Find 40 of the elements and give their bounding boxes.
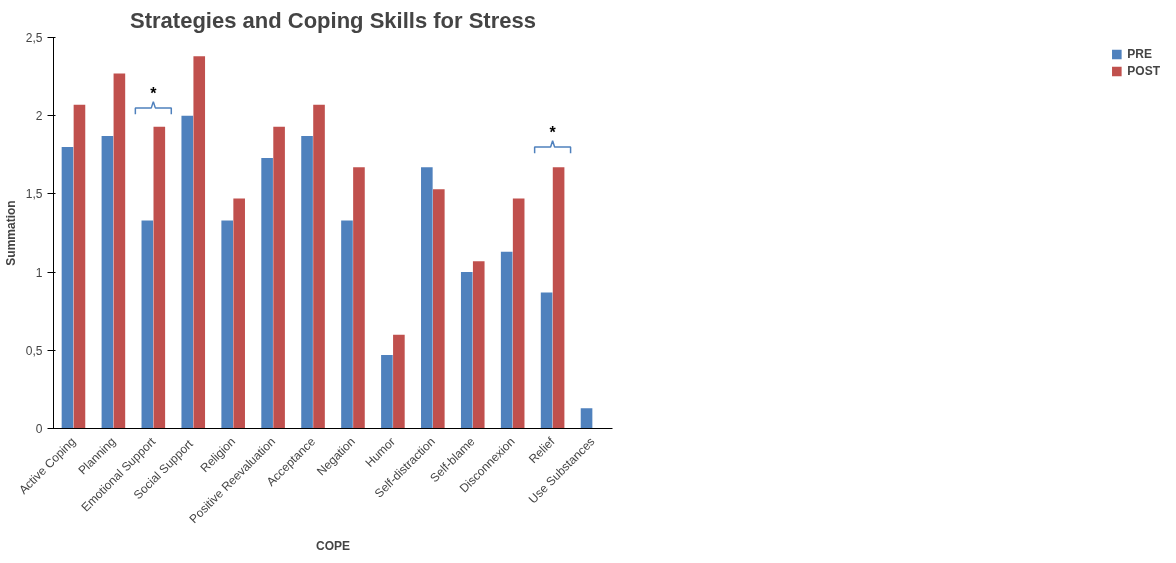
bar [313,104,325,429]
bar [433,189,445,429]
bar [421,167,433,429]
bar [500,251,513,429]
legend-label: PRE [1127,47,1153,61]
bar [141,220,154,429]
bar [393,334,405,429]
bar [353,167,365,429]
y-tick-label: 0 [35,422,43,436]
bar [181,115,194,429]
bar [273,126,285,429]
bar [73,104,86,429]
bar [580,408,593,429]
annotation: * [150,84,158,102]
bar [61,146,74,429]
y-tick-label: 2 [35,109,43,124]
bar [193,56,206,429]
bar [460,272,473,429]
y-tick-label: 1 [35,265,43,280]
annotation: * [549,123,557,141]
bar [552,167,565,429]
bar [472,261,485,429]
bar [221,220,233,429]
legend-label: POST [1127,64,1160,78]
chart-title: Strategies and Coping Skills for Stress [130,7,536,33]
bar [153,126,166,429]
y-tick-label: 2,5 [25,31,43,45]
bar [261,157,273,429]
bar [113,73,126,429]
x-axis-title: COPE [316,539,351,553]
y-tick-label: 0,5 [25,343,43,358]
bar [512,198,525,429]
y-axis-title: Summation [3,200,18,266]
bar [101,136,114,429]
bar [301,136,313,429]
bar [540,292,553,429]
y-tick-label: 1,5 [25,187,43,202]
bar [381,354,393,429]
bar [233,198,245,429]
bar [341,220,353,429]
